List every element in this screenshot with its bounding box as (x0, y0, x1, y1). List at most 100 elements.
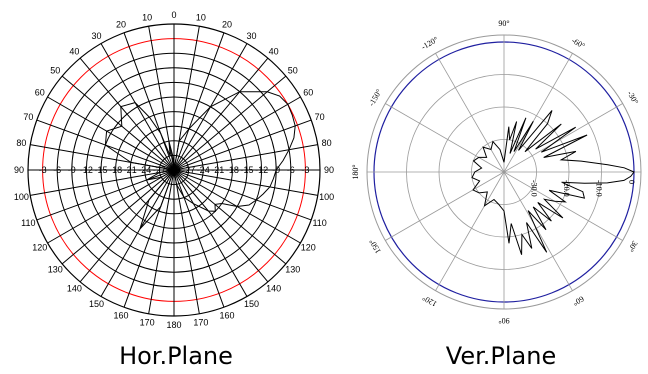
hor-radial-tick-label: -18 (226, 165, 239, 175)
hor-angle-tick-label: 20 (116, 19, 126, 29)
hor-angle-tick-label: 40 (69, 46, 79, 56)
hor-grid-spoke (36, 169, 175, 221)
hor-grid-spoke (173, 169, 248, 297)
hor-radial-tick-label: -12 (80, 165, 93, 175)
hor-angle-tick-label: 140 (266, 284, 281, 294)
ver-grid-spoke (503, 171, 573, 291)
ver-angle-tick-label: -30° (625, 89, 640, 106)
hor-radial-tick-label: -6 (287, 165, 295, 175)
ver-angle-tick-label: 90° (498, 316, 509, 325)
ver-angle-tick-label: 120° (421, 293, 439, 308)
hor-angle-tick-label: 170 (193, 318, 208, 328)
hor-grid-spoke (173, 32, 225, 171)
hor-angle-tick-label: 90 (14, 165, 24, 175)
ver-radial-tick-label: 0 (627, 180, 636, 184)
hor-angle-tick-label: 130 (48, 265, 63, 275)
ver-grid-spoke (503, 171, 623, 241)
hor-angle-tick-label: 100 (14, 192, 29, 202)
hor-angle-tick-label: 60 (35, 88, 45, 98)
ver-angle-tick-label: 30° (626, 239, 639, 253)
ver-pattern-line (471, 110, 635, 255)
ver-grid-spoke (385, 171, 505, 241)
hor-angle-tick-label: 160 (219, 311, 234, 321)
hor-grid-spoke (173, 169, 200, 314)
hor-grid-spoke (100, 43, 175, 171)
hor-angle-tick-label: 90 (324, 165, 334, 175)
ver-angle-tick-label: 60° (571, 294, 585, 307)
hor-grid-spoke (47, 169, 175, 244)
hor-grid-spoke (173, 119, 312, 171)
hor-grid-spoke (123, 32, 175, 171)
hor-grid-spoke (173, 57, 269, 171)
hor-angle-tick-label: 180 (166, 320, 181, 330)
hor-angle-tick-label: 160 (113, 311, 128, 321)
hor-radial-tick-label: -15 (240, 165, 253, 175)
hor-angle-tick-label: 110 (21, 218, 35, 228)
hor-grid-spoke (173, 169, 318, 196)
hor-grid-spoke (47, 96, 175, 171)
hor-grid-spoke (61, 75, 175, 171)
hor-angle-tick-label: 10 (196, 12, 206, 22)
ver-angle-tick-label: -150° (367, 88, 384, 108)
hor-angle-tick-label: 30 (91, 31, 101, 41)
hor-grid-spoke (61, 169, 175, 265)
hor-radial-tick-label: -21 (211, 165, 224, 175)
ver-radial-tick-label: -20.0 (562, 180, 571, 197)
hor-plane-caption: Hor.Plane (119, 342, 233, 370)
hor-grid-spoke (173, 169, 269, 283)
hor-angle-tick-label: 60 (303, 88, 313, 98)
hor-angle-tick-label: 100 (319, 192, 334, 202)
hor-angle-tick-label: 150 (89, 299, 104, 309)
hor-grid-spoke (30, 169, 175, 196)
hor-angle-tick-label: 0 (171, 10, 176, 20)
hor-angle-tick-label: 140 (67, 284, 82, 294)
hor-grid-spoke (100, 169, 175, 297)
hor-angle-tick-label: 70 (315, 112, 325, 122)
hor-grid-spoke (173, 169, 312, 221)
hor-angle-tick-label: 30 (246, 31, 256, 41)
hor-radial-tick-label: -24 (138, 165, 151, 175)
hor-angle-tick-label: 110 (312, 218, 326, 228)
hor-radial-tick-label: -3 (301, 165, 309, 175)
hor-radial-tick-label: -27 (182, 165, 195, 175)
hor-angle-tick-label: 50 (50, 65, 60, 75)
ver-plane-caption: Ver.Plane (446, 342, 556, 370)
hor-pattern-line (104, 91, 296, 230)
hor-radial-tick-label: -18 (109, 165, 122, 175)
hor-radial-tick-label: -24 (197, 165, 210, 175)
hor-radial-tick-label: -6 (53, 165, 61, 175)
ver-grid-spoke (503, 103, 623, 173)
ver-grid-spoke (435, 171, 505, 291)
hor-angle-tick-label: 70 (23, 112, 33, 122)
ver-plane-chart: 90°-60°-30°0°30°60°90°120°150°180°-150°-… (351, 19, 642, 325)
ver-angle-tick-label: 180° (351, 164, 360, 179)
hor-angle-tick-label: 80 (322, 138, 332, 148)
hor-angle-tick-label: 80 (16, 138, 26, 148)
hor-grid-spoke (173, 169, 287, 265)
hor-angle-tick-label: 20 (222, 19, 232, 29)
hor-grid-spoke (173, 144, 318, 171)
hor-radial-tick-label: -15 (94, 165, 107, 175)
hor-angle-tick-label: 10 (142, 12, 152, 22)
ver-angle-tick-label: 150° (368, 237, 383, 255)
hor-grid-spoke (173, 96, 301, 171)
hor-grid-spoke (148, 169, 175, 314)
hor-radial-tick-label: -27 (153, 165, 166, 175)
ver-radial-tick-label: -10.0 (595, 180, 604, 197)
hor-radial-tick-label: -3 (39, 165, 47, 175)
ver-grid-spoke (385, 103, 505, 173)
hor-angle-tick-label: 40 (269, 46, 279, 56)
hor-radial-tick-label: -9 (68, 165, 76, 175)
hor-grid-spoke (79, 57, 175, 171)
ver-grid-spoke (435, 53, 505, 173)
hor-angle-tick-label: 120 (301, 243, 316, 253)
hor-angle-tick-label: 150 (244, 299, 259, 309)
ver-angle-tick-label: -120° (420, 35, 440, 52)
hor-angle-tick-label: 120 (32, 243, 47, 253)
hor-angle-tick-label: 130 (285, 265, 300, 275)
hor-plane-chart: 0 10 20 30 40 50 60 70 80 90 100 110 120 130 140 150 160… (14, 10, 334, 330)
ver-angle-tick-label: 90° (498, 19, 509, 28)
ver-radial-tick-label: -30.0 (530, 180, 539, 197)
ver-angle-tick-label: -60° (570, 36, 587, 51)
